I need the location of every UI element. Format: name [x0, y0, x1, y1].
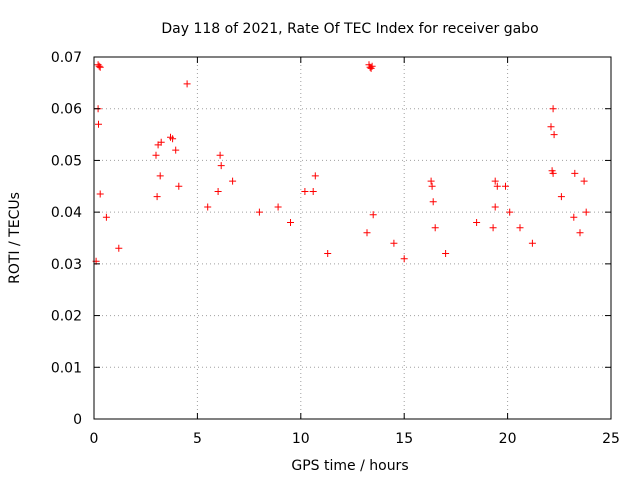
data-point [175, 182, 183, 190]
data-point [557, 193, 565, 201]
data-point [363, 229, 371, 237]
y-tick-label: 0.01 [51, 360, 82, 376]
data-point [549, 169, 557, 177]
y-tick-label: 0.05 [51, 153, 82, 169]
x-tick-label: 5 [193, 431, 202, 447]
data-point [473, 219, 481, 226]
data-point [570, 213, 578, 221]
data-point [157, 138, 165, 146]
data-point [576, 229, 584, 237]
data-point [153, 193, 161, 201]
x-tick-labels: 0 5 10 15 20 25 [90, 431, 620, 447]
data-point [287, 219, 294, 226]
y-tick-label: 0.06 [51, 102, 82, 118]
data-point [390, 239, 398, 247]
x-tick-label: 20 [499, 431, 517, 447]
data-point [400, 255, 408, 263]
data-point [255, 208, 263, 216]
data-point [431, 224, 439, 232]
data-point [428, 182, 436, 190]
data-point [95, 62, 103, 70]
y-tick-label: 0.07 [51, 50, 82, 66]
data-point [549, 105, 557, 113]
data-point [516, 224, 524, 232]
data-point [229, 177, 237, 185]
data-point [102, 213, 110, 221]
data-point [214, 188, 222, 195]
y-tick-labels: 0 0.01 0.02 0.03 0.04 0.05 0.06 0.07 [51, 50, 82, 428]
data-point [169, 135, 177, 143]
data-point [582, 208, 590, 216]
data-point [489, 224, 497, 232]
data-point [369, 211, 377, 219]
data-point [366, 63, 374, 71]
data-point [309, 188, 317, 195]
y-tick-label: 0.04 [51, 205, 82, 221]
data-point [493, 182, 501, 190]
data-point [216, 151, 224, 159]
data-point [115, 244, 123, 252]
plot-frame [93, 56, 612, 420]
grid-lines [94, 57, 611, 419]
x-tick-label: 25 [602, 431, 620, 447]
data-point [324, 250, 332, 257]
data-point [156, 172, 164, 180]
data-point [274, 203, 282, 211]
x-tick-label: 0 [90, 431, 99, 447]
y-axis-label: ROTI / TECUs [7, 192, 23, 284]
chart-title: Day 118 of 2021, Rate Of TEC Index for r… [161, 21, 538, 37]
data-point [427, 177, 435, 185]
data-point [528, 239, 536, 247]
data-point [172, 146, 180, 154]
x-tick-label: 10 [292, 431, 310, 447]
x-tick-label: 15 [395, 431, 413, 447]
data-point [571, 169, 579, 177]
data-point [311, 172, 319, 180]
data-point [491, 203, 499, 211]
data-point [95, 120, 102, 128]
y-tick-label: 0.02 [51, 309, 82, 325]
data-point [550, 131, 558, 139]
data-point [217, 162, 225, 170]
data-point [96, 190, 104, 198]
data-point [442, 250, 450, 257]
data-point [301, 188, 309, 195]
data-point [183, 80, 191, 88]
data-point [429, 198, 437, 206]
data-point [506, 208, 514, 216]
data-point [96, 63, 104, 71]
y-tick-label: 0 [73, 412, 82, 428]
data-point [502, 182, 509, 190]
data-point [491, 177, 499, 185]
x-axis-label: GPS time / hours [291, 458, 408, 474]
data-point [152, 151, 160, 159]
axis-ticks [93, 56, 612, 420]
data-point [580, 177, 588, 185]
data-point [204, 203, 212, 211]
data-point [547, 123, 555, 131]
y-tick-label: 0.03 [51, 257, 82, 273]
data-points [92, 61, 590, 265]
